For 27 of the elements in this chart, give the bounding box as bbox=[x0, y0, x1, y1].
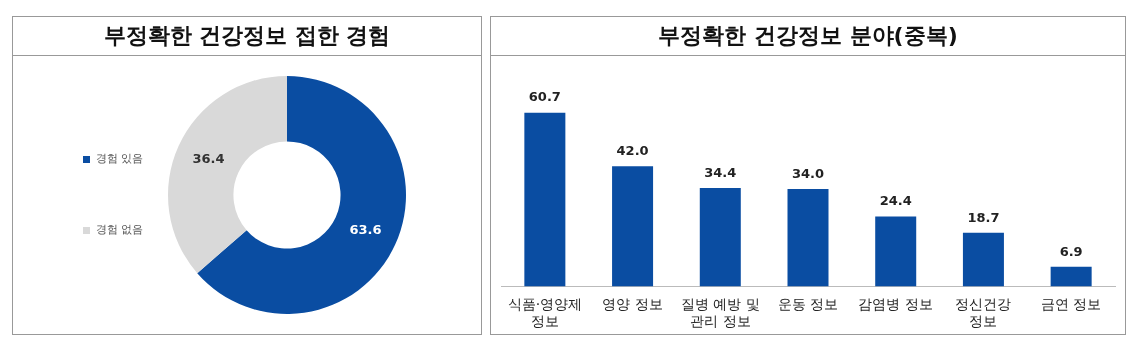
x-tick-label: 운동 정보 bbox=[777, 296, 839, 313]
x-tick-label: 정신건강 정보 bbox=[955, 296, 1012, 330]
data-label: 42.0 bbox=[616, 143, 649, 159]
x-tick-label: 금연 정보 bbox=[1040, 296, 1102, 313]
x-tick-label: 식품·영양제 정보 bbox=[507, 296, 583, 330]
chart-title: 부정확한 건강정보 분야(중복) bbox=[491, 17, 1125, 56]
data-label: 24.4 bbox=[879, 193, 912, 209]
bar bbox=[612, 166, 654, 287]
bar bbox=[875, 216, 917, 287]
bar bbox=[699, 187, 741, 287]
x-tick-label: 감염병 정보 bbox=[858, 296, 933, 313]
bar bbox=[962, 232, 1004, 287]
data-label: 60.7 bbox=[528, 89, 561, 105]
data-label: 36.4 bbox=[192, 150, 225, 166]
data-label: 34.0 bbox=[791, 165, 825, 181]
data-label: 34.4 bbox=[704, 164, 737, 180]
bar bbox=[1050, 266, 1092, 287]
data-label: 6.9 bbox=[1059, 243, 1083, 259]
data-label: 63.6 bbox=[349, 222, 382, 238]
data-label: 18.7 bbox=[967, 209, 1000, 225]
bar bbox=[524, 112, 566, 287]
x-tick-label: 영양 정보 bbox=[602, 296, 663, 313]
chart-title: 부정확한 건강정보 접한 경험 bbox=[13, 17, 481, 56]
legend-label: 경험 없음 bbox=[95, 223, 143, 237]
x-tick-label: 질병 예방 및 관리 정보 bbox=[680, 296, 760, 330]
legend-label: 경험 있음 bbox=[95, 152, 143, 166]
bar bbox=[787, 189, 829, 287]
